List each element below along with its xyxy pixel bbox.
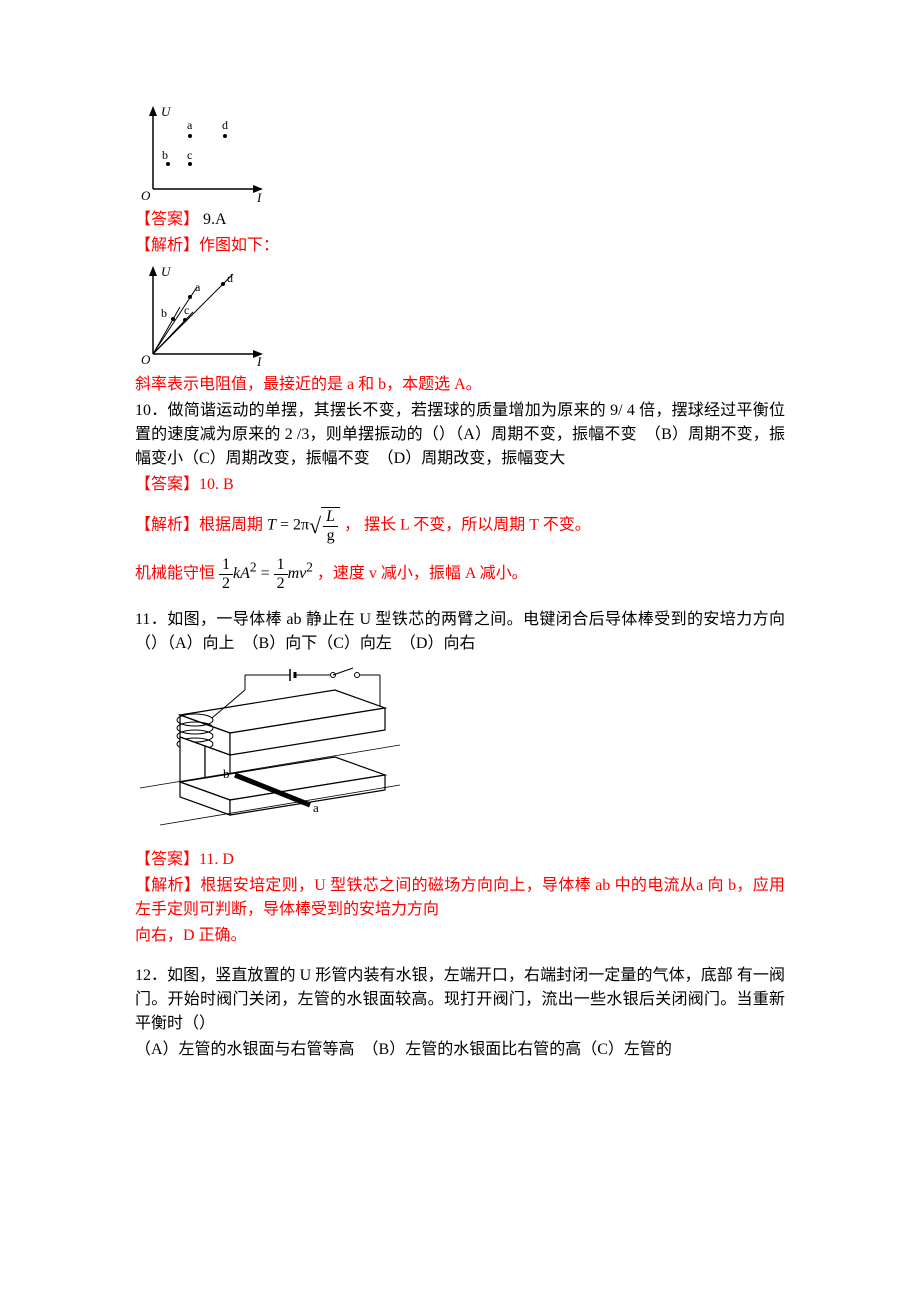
q11-fig-svg: b a <box>135 660 405 840</box>
point-c-label: c <box>184 303 189 317</box>
q10-a2-pre: 机械能守恒 <box>135 565 215 582</box>
q11-answer-text: 11. D <box>199 851 234 868</box>
point-c-label: c <box>187 148 192 162</box>
mv: mv <box>288 565 307 582</box>
q11-question: 11．如图，一导体棒 ab 静止在 U 型铁芯的两臂之间。电键闭合后导体棒受到的… <box>135 608 785 656</box>
origin-label: O <box>141 188 151 203</box>
page: U I O a d b c 【答案】 9.A 【解析】作图如下： U I O <box>0 0 920 1302</box>
label-b: b <box>223 766 230 781</box>
analysis-label: 【解析】 <box>135 877 200 894</box>
formula-T: T <box>267 517 276 534</box>
answer-label: 【答案】 <box>135 851 199 868</box>
frac-num: L <box>323 508 338 527</box>
q12-question: 12．如图，竖直放置的 U 形管内装有水银，左端开口，右端封闭一定量的气体，底部… <box>135 964 785 1036</box>
point-b-label: b <box>162 148 168 162</box>
q9-figure-1: U I O a d b c <box>135 104 785 204</box>
q9-fig1-svg: U I O a d b c <box>135 104 275 204</box>
q9-conclusion: 斜率表示电阻值，最接近的是 a 和 b，本题选 A。 <box>135 373 785 397</box>
formula-eq: = 2π <box>276 517 309 534</box>
q10-analysis-line1: 【解析】根据周期 T = 2π√Lg ， 摆长 L 不变，所以周期 T 不变。 <box>135 507 785 544</box>
q9-analysis-text: 作图如下： <box>199 237 279 254</box>
sqrt-sign: √ <box>309 513 321 538</box>
axis-x-label: I <box>256 354 262 369</box>
q11-figure: b a <box>135 660 785 840</box>
exp2-a: 2 <box>250 560 257 575</box>
q10-question: 10．做简谐运动的单摆，其摆长不变，若摆球的质量增加为原来的 9/ 4 倍，摆球… <box>135 399 785 471</box>
q10-a2-post: ，速度 v 减小，振幅 A 减小。 <box>317 565 528 582</box>
q9-figure-2: U I O a d b c <box>135 264 785 369</box>
q10-a1-pre: 根据周期 <box>199 516 263 533</box>
point-b-label: b <box>161 306 167 320</box>
half-num: 1 <box>219 556 233 575</box>
exp2-b: 2 <box>306 560 313 575</box>
eq-sign: = <box>257 565 274 582</box>
axis-x-label: I <box>256 190 262 204</box>
q10-analysis-line2: 机械能守恒 12kA2 = 12mv2 ，速度 v 减小，振幅 A 减小。 <box>135 556 785 592</box>
point-d-label: d <box>222 118 228 132</box>
q11-analysis-text: 根据安培定则，U 型铁芯之间的磁场方向向上，导体棒 ab 中的电流从a 向 b，… <box>135 877 785 918</box>
q10-answer-text: 10. B <box>199 476 234 493</box>
q9-fig2-svg: U I O a d b c <box>135 264 275 369</box>
q10-a1-post: ， 摆长 L 不变，所以周期 T 不变。 <box>344 516 591 533</box>
analysis-label: 【解析】 <box>135 237 199 254</box>
answer-label: 【答案】 <box>135 476 199 493</box>
half-den: 2 <box>219 575 233 593</box>
q12-options: （A）左管的水银面与右管等高 （B）左管的水银面比右管的高（C）左管的 <box>135 1038 785 1062</box>
q10-answer: 【答案】10. B <box>135 473 785 497</box>
point-a-label: a <box>195 280 201 294</box>
analysis-label: 【解析】 <box>135 516 199 533</box>
half-num2: 1 <box>274 556 288 575</box>
period-formula: T = 2π√Lg <box>267 507 340 544</box>
axis-y-label: U <box>161 264 172 279</box>
q11-analysis-2: 向右，D 正确。 <box>135 924 785 948</box>
point-a-label: a <box>187 118 193 132</box>
axis-y-label: U <box>161 104 172 119</box>
label-a: a <box>313 800 319 815</box>
answer-label: 【答案】 <box>135 211 199 228</box>
q11-answer: 【答案】11. D <box>135 848 785 872</box>
point-d-label: d <box>227 271 233 285</box>
q9-answer-text: 9.A <box>199 211 227 228</box>
origin-label: O <box>141 352 151 367</box>
q9-answer: 【答案】 9.A <box>135 208 785 232</box>
energy-formula: 12kA2 = 12mv2 <box>219 556 313 592</box>
frac-den: g <box>323 527 338 545</box>
kA: kA <box>233 565 250 582</box>
q11-analysis: 【解析】根据安培定则，U 型铁芯之间的磁场方向向上，导体棒 ab 中的电流从a … <box>135 874 785 922</box>
q9-analysis-intro: 【解析】作图如下： <box>135 234 785 258</box>
sqrt-content: Lg <box>321 507 340 544</box>
half-den2: 2 <box>274 575 288 593</box>
